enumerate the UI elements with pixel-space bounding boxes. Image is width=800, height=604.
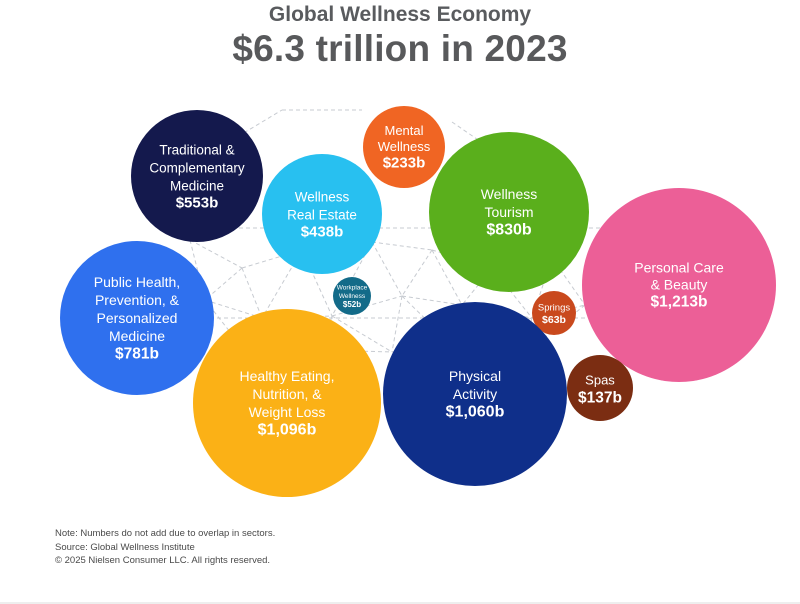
note-text: Note: Numbers do not add due to overlap … [55, 528, 276, 539]
bubble-label-public-health: Prevention, & [95, 292, 180, 308]
bubble-circle-personal-care-beauty [582, 188, 776, 382]
bubble-circle-traditional-medicine [131, 110, 263, 242]
bubble-label-physical-activity: Activity [453, 386, 497, 402]
bubble-circle-spas [567, 355, 633, 421]
bubble-label-wellness-tourism: Wellness [481, 186, 538, 202]
bubble-label-wellness-tourism: Tourism [484, 204, 533, 220]
bubble-spas: Spas $137b [567, 355, 633, 421]
connector-line [301, 249, 333, 317]
connector-line [391, 295, 403, 353]
connector-line [204, 299, 263, 319]
copyright-text: © 2025 Nielsen Consumer LLC. All rights … [55, 555, 271, 566]
connector-line [331, 315, 393, 353]
connector-line [431, 249, 463, 306]
bubble-wellness-real-estate: Wellness Real Estate $438b [262, 154, 382, 274]
connector-line [261, 249, 303, 319]
bubble-label-healthy-eating: Weight Loss [249, 404, 326, 420]
bubble-value-healthy-eating: $1,096b [258, 422, 317, 439]
bubble-label-public-health: Personalized [97, 310, 178, 326]
bubble-personal-care-beauty: Personal Care& Beauty$1,213b [582, 188, 776, 382]
bubble-value-springs: $63b [542, 314, 566, 326]
bottom-divider [0, 602, 800, 604]
bubble-label-public-health: Public Health, [94, 274, 180, 290]
chart-subtitle: Global Wellness Economy [268, 3, 532, 26]
bubble-label-healthy-eating: Nutrition, & [252, 386, 322, 402]
bubble-label-wellness-real-estate: Real Estate [287, 207, 357, 222]
bubble-wellness-tourism: Wellness Tourism $830b [429, 132, 589, 292]
source-text: Source: Global Wellness Institute [55, 541, 195, 553]
bubble-value-physical-activity: $1,060b [446, 404, 505, 421]
bubble-label-spas: Spas [585, 372, 615, 387]
footnotes: Note: Numbers do not add due to overlap … [55, 527, 275, 568]
bubble-circle-springs [532, 291, 576, 335]
bubble-circle-public-health [60, 241, 214, 395]
bubble-circle-healthy-eating [193, 309, 381, 497]
bubble-circle-wellness-real-estate [262, 154, 382, 274]
bubble-label-healthy-eating: Healthy Eating, [240, 368, 335, 384]
bubble-label-springs: Springs [538, 303, 570, 314]
bubble-value-traditional-medicine: $553b [176, 195, 219, 212]
bubble-label-mental-wellness: Wellness [378, 139, 431, 154]
bubble-label-traditional-medicine: Medicine [170, 178, 224, 193]
chart-title: $6.3 trillion in 2023 [232, 28, 568, 69]
bubble-value-spas: $137b [578, 389, 622, 406]
bubble-public-health: Public Health, Prevention, & Personalized M… [60, 241, 214, 395]
bubble-physical-activity: Physical Activity $1,060b [383, 302, 567, 486]
bubble-value-workplace-wellness: $52b [343, 300, 361, 309]
bubble-value-wellness-real-estate: $438b [301, 224, 344, 241]
bubble-value-mental-wellness: $233b [383, 154, 426, 171]
bubble-circle-physical-activity [383, 302, 567, 486]
connector-line [189, 239, 243, 269]
bubble-value-wellness-tourism: $830b [486, 222, 532, 239]
connector-line [204, 267, 243, 301]
bubble-label-personal-care-beauty: Personal Care [634, 259, 724, 275]
connector-line [241, 267, 263, 319]
bubble-traditional-medicine: Traditional & Complementary Medicine $553b [131, 110, 263, 242]
bubble-label-workplace-wellness: Workplace [337, 285, 368, 292]
bubble-label-traditional-medicine: Traditional & [159, 142, 234, 157]
bubble-healthy-eating: Healthy Eating, Nutrition, & Weight Loss $1… [193, 309, 381, 497]
bubble-circle-mental-wellness [363, 106, 445, 188]
bubble-circle-wellness-tourism [429, 132, 589, 292]
bubble-circle-workplace-wellness [333, 277, 371, 315]
bubble-label-wellness-real-estate: Wellness [295, 189, 350, 204]
connector-line [371, 241, 403, 297]
bubble-label-traditional-medicine: Complementary [149, 160, 245, 175]
connector-line [401, 249, 433, 297]
bubble-label-public-health: Medicine [109, 328, 165, 344]
bubble-springs: Springs$63b [532, 291, 576, 335]
bubble-value-public-health: $781b [115, 346, 159, 363]
connector-line [401, 295, 463, 306]
bubble-label-workplace-wellness: Wellness [339, 293, 366, 300]
bubble-label-physical-activity: Physical [449, 368, 501, 384]
bubble-label-mental-wellness: Mental [384, 123, 423, 138]
bubble-label-personal-care-beauty: & Beauty [651, 276, 708, 292]
connector-line [371, 241, 433, 251]
bubble-value-personal-care-beauty: $1,213b [651, 293, 708, 310]
